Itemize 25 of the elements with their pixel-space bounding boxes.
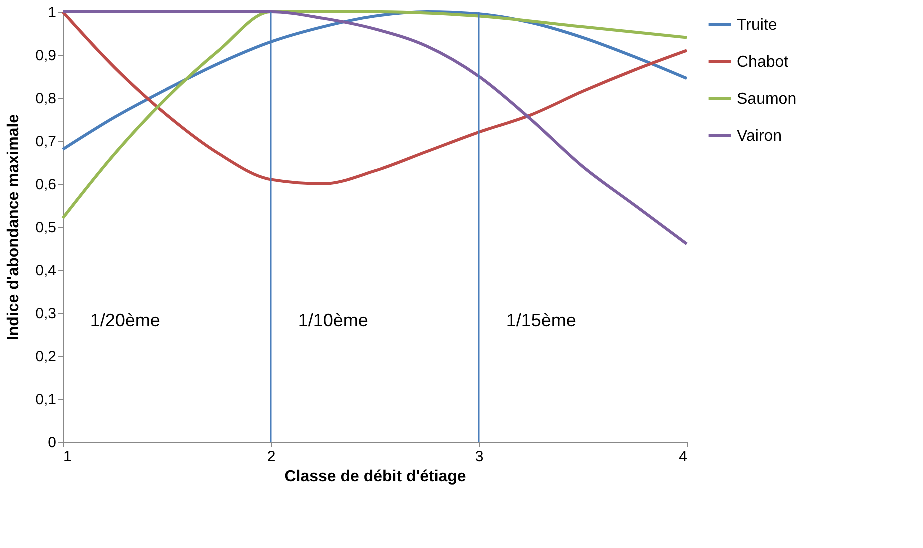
legend-label: Chabot — [737, 54, 790, 71]
y-tick-label: 0,1 — [36, 392, 56, 408]
y-tick-label: 0,6 — [36, 176, 56, 194]
annotation: 1/15ème — [506, 310, 576, 331]
line-series — [62, 10, 688, 186]
x-tick-label: 4 — [679, 448, 688, 466]
x-axis-title: Classe de débit d'étiage — [284, 468, 466, 486]
y-tick-label: 0,5 — [36, 220, 56, 236]
legend-label: Saumon — [737, 91, 797, 108]
x-tick-label: 1 — [64, 448, 72, 466]
y-tick-label: 1 — [48, 4, 56, 22]
x-tick-label: 2 — [267, 448, 276, 466]
legend-label: Truite — [737, 17, 778, 34]
y-tick-label: 0 — [48, 434, 56, 452]
legend-label: Vairon — [737, 128, 782, 145]
y-tick-label: 0,3 — [36, 306, 56, 322]
y-tick-label: 0,4 — [36, 262, 56, 280]
y-tick-label: 0,2 — [36, 348, 56, 366]
x-tick-label: 3 — [475, 448, 484, 466]
y-tick-label: 0,7 — [36, 134, 56, 150]
y-tick-label: 0,8 — [36, 90, 56, 108]
annotation: 1/10ème — [298, 310, 368, 331]
y-axis-title: Indice d'abondance maximale — [6, 114, 23, 341]
y-tick-label: 0,9 — [36, 48, 56, 64]
annotation: 1/20ème — [90, 310, 160, 331]
